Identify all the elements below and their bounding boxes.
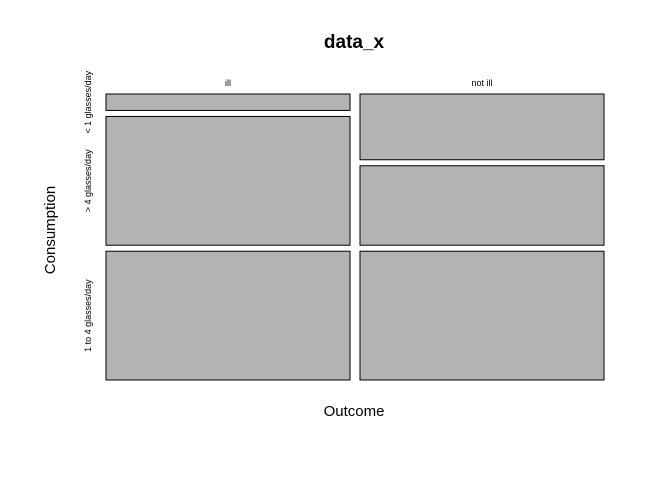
tile-ill-2 [105,250,351,381]
mosaic-tiles [105,93,605,381]
tile-ill-1 [105,115,351,246]
chart-title: data_x [324,32,385,53]
x-tick-labels: ill not ill [225,78,493,88]
x-tick-label-not-ill: not ill [471,78,492,88]
tile-not-ill-1 [359,165,605,246]
tile-not-ill-2 [359,250,605,381]
x-tick-label-ill: ill [225,78,231,88]
x-axis-label: Outcome [324,403,385,420]
y-tick-label-0: < 1 glasses/day [83,70,93,133]
tile-ill-0 [105,93,351,111]
y-tick-label-2: 1 to 4 glasses/day [83,279,93,352]
y-axis-label: Consumption [42,186,59,274]
y-tick-label-1: > 4 glasses/day [83,149,93,212]
tile-not-ill-0 [359,93,605,161]
y-tick-labels: < 1 glasses/day > 4 glasses/day 1 to 4 gla… [83,70,93,352]
